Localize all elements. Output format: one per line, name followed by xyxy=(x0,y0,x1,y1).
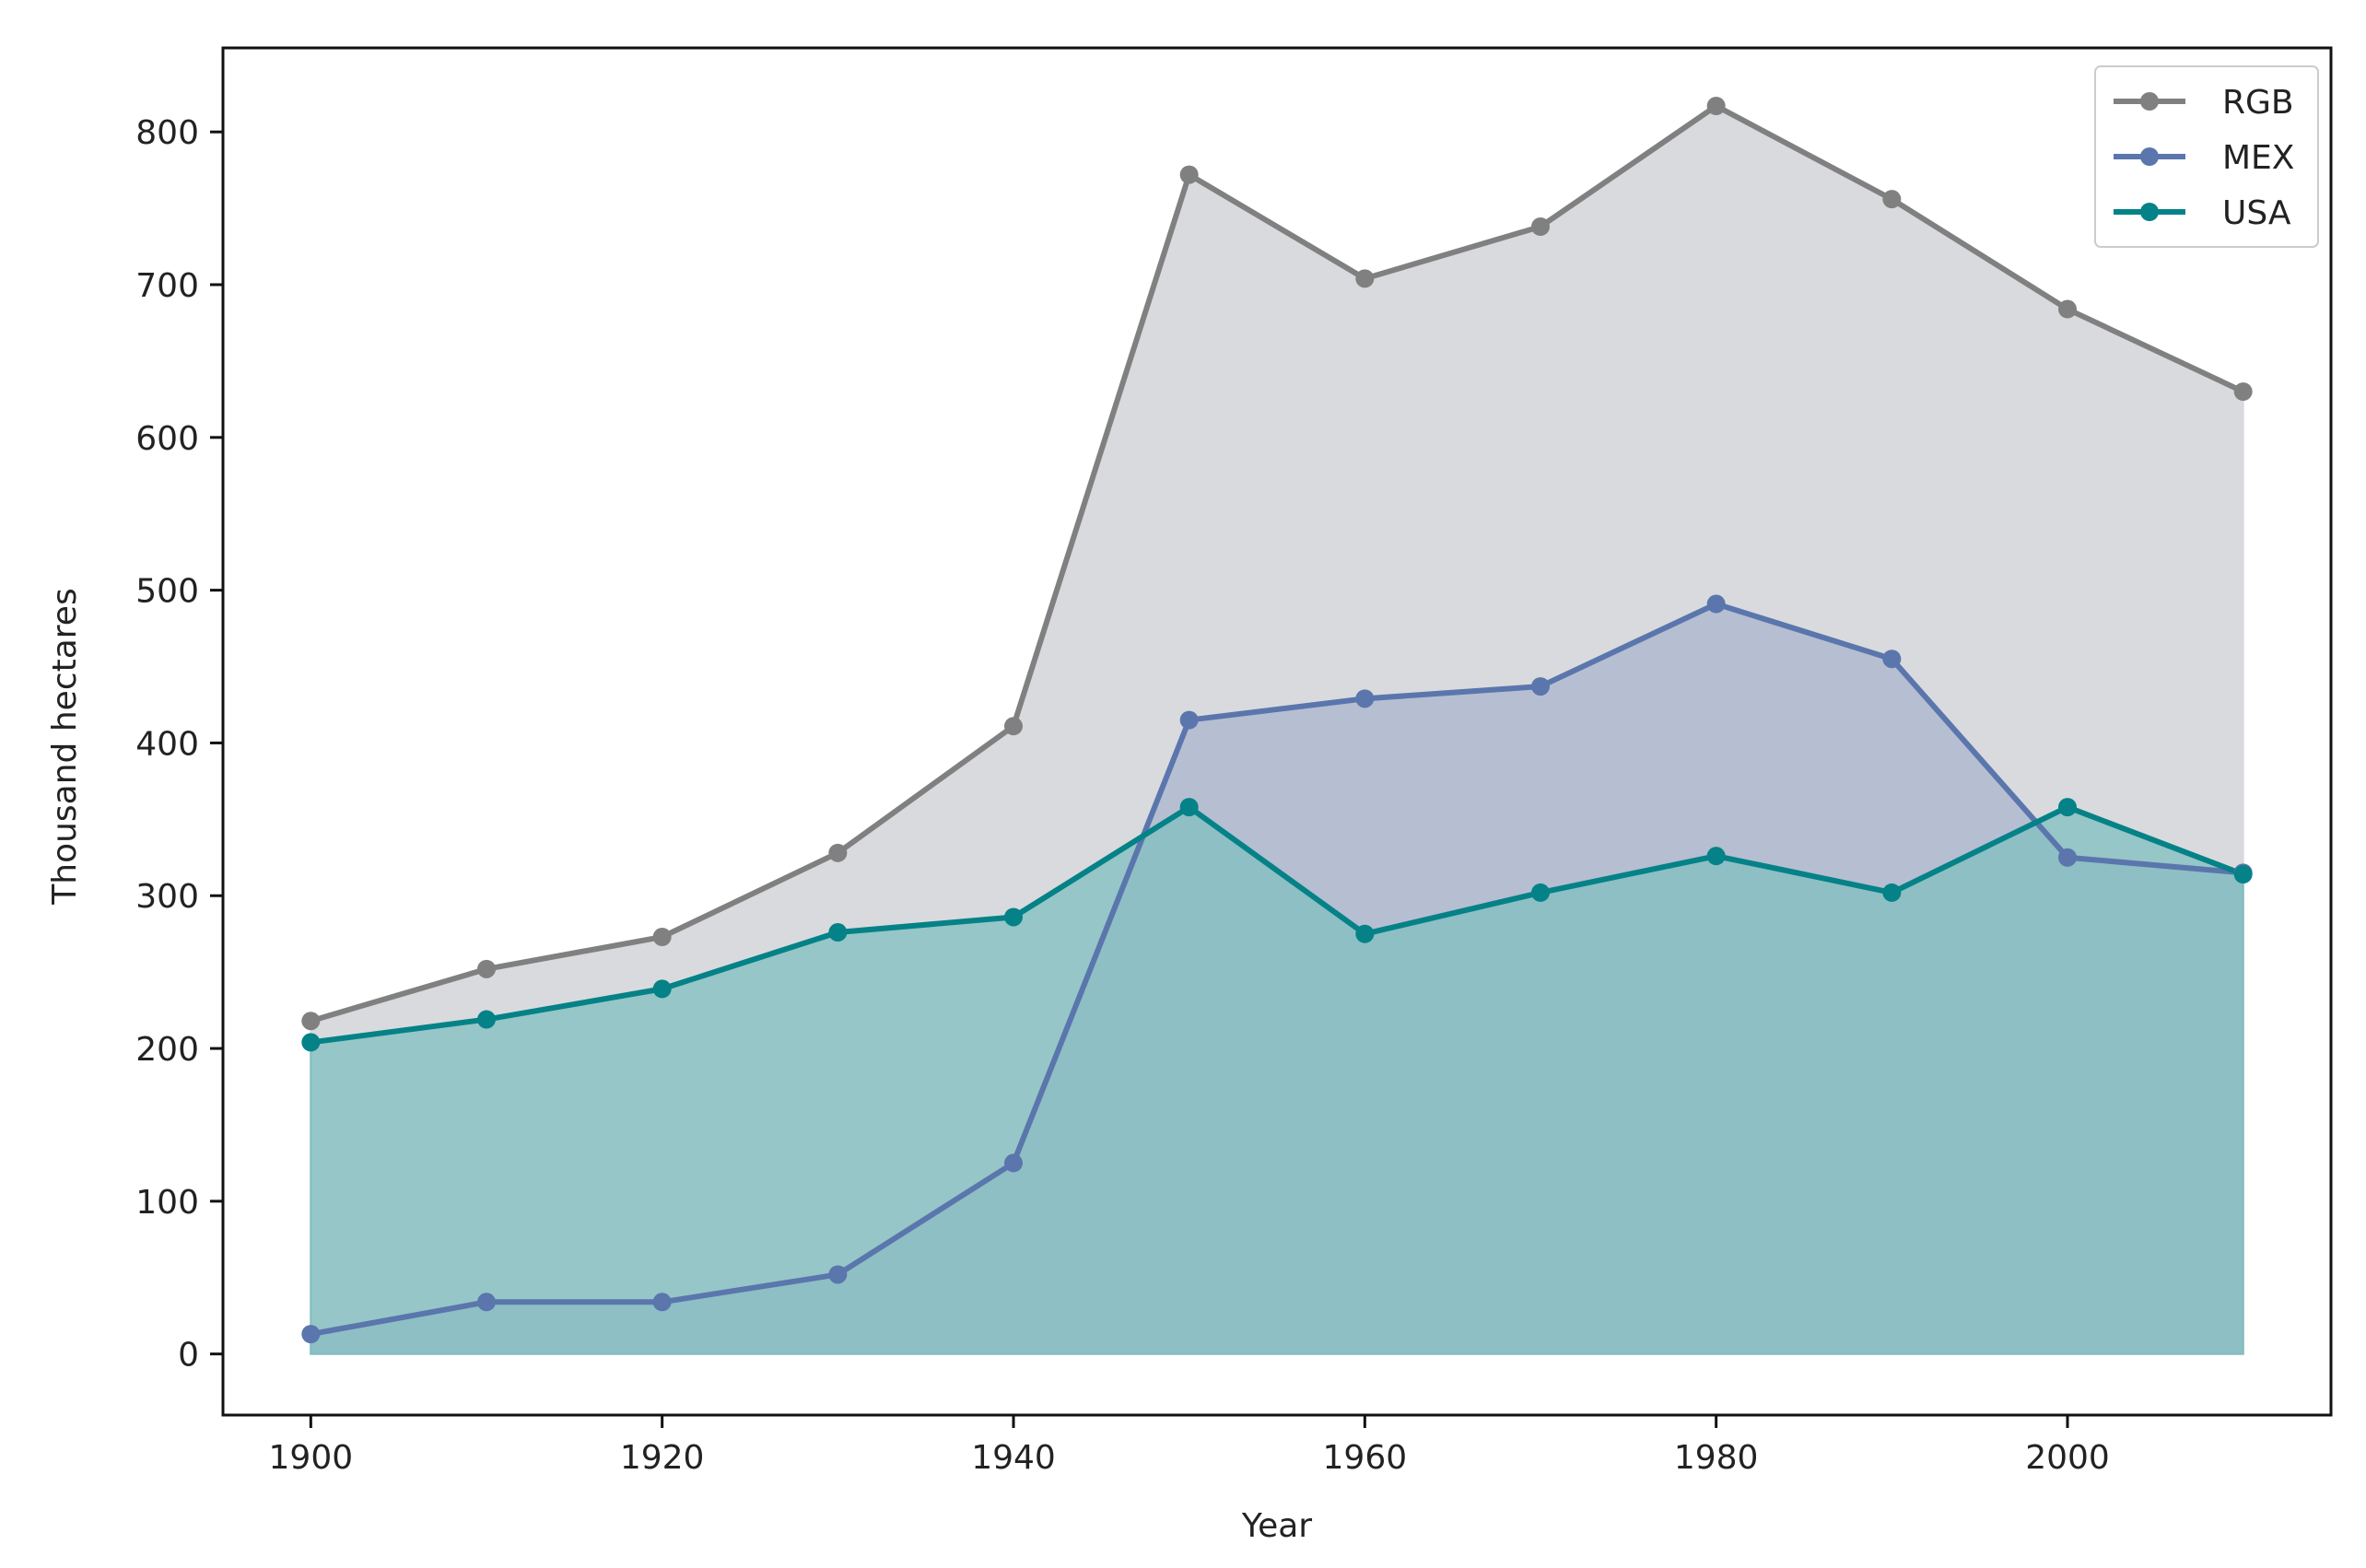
mex-point-1910 xyxy=(477,1293,496,1312)
rgb-point-1920 xyxy=(652,928,672,947)
mex-point-2000 xyxy=(2058,848,2077,867)
rgb-point-1950 xyxy=(1179,165,1199,184)
series-markers xyxy=(301,97,2253,1344)
legend-frame xyxy=(2094,65,2319,248)
series-lines xyxy=(310,103,2244,1338)
y-tick-label: 0 xyxy=(178,1337,199,1375)
rgb-point-1940 xyxy=(1004,717,1023,736)
rgb-point-1960 xyxy=(1355,269,1375,288)
y-tick-label: 600 xyxy=(135,420,199,458)
rgb-point-1990 xyxy=(1882,190,1902,209)
y-tick-label: 200 xyxy=(135,1031,199,1069)
usa-point-1950 xyxy=(1179,798,1199,817)
y-tick-label: 100 xyxy=(135,1184,199,1222)
mex-point-1940 xyxy=(1004,1153,1023,1173)
mex-point-1900 xyxy=(301,1325,321,1344)
rgb-point-1930 xyxy=(828,843,848,862)
rgb-line xyxy=(310,103,2244,1024)
legend-marker-mex xyxy=(2140,147,2159,166)
usa-point-1900 xyxy=(301,1033,321,1052)
x-tick-label: 1960 xyxy=(1323,1439,1408,1477)
y-tick-label: 500 xyxy=(135,573,199,611)
mex-point-1920 xyxy=(652,1293,672,1312)
rgb-point-1970 xyxy=(1531,216,1550,236)
rgb-point-1910 xyxy=(477,959,496,978)
mex-point-1980 xyxy=(1706,594,1726,614)
x-axis-label: Year xyxy=(1241,1507,1312,1545)
usa-point-1990 xyxy=(1882,883,1902,902)
rgb-point-1980 xyxy=(1706,97,1726,116)
rgb-point-1900 xyxy=(301,1012,321,1031)
rgb-point-2000 xyxy=(2058,299,2077,319)
usa-point-2010 xyxy=(2233,865,2253,884)
x-tick-label: 1900 xyxy=(269,1439,354,1477)
mex-point-1930 xyxy=(828,1265,848,1284)
y-tick-label: 700 xyxy=(135,267,199,305)
x-tick-label: 1920 xyxy=(620,1439,705,1477)
area-fills xyxy=(310,104,2244,1355)
plot-frame xyxy=(221,46,2333,1417)
usa-point-1970 xyxy=(1531,883,1550,902)
mex-point-1950 xyxy=(1179,710,1199,730)
x-axis-ticks: 1900 1920 1940 1960 1980 2000 xyxy=(269,1415,2110,1477)
x-tick-label: 2000 xyxy=(2025,1439,2110,1477)
y-tick-label: 300 xyxy=(135,878,199,916)
y-tick-label: 400 xyxy=(135,725,199,763)
legend: RGB MEX USA xyxy=(2094,65,2319,248)
rgb-point-2010 xyxy=(2233,382,2253,402)
mex-line xyxy=(310,601,2243,1338)
x-tick-label: 1940 xyxy=(971,1439,1056,1477)
mex-point-1970 xyxy=(1531,677,1550,696)
legend-marker-usa xyxy=(2140,203,2159,221)
usa-point-1910 xyxy=(477,1010,496,1029)
usa-point-1960 xyxy=(1355,924,1375,943)
mex-point-1990 xyxy=(1882,649,1902,669)
legend-label-usa: USA xyxy=(2222,194,2291,232)
y-axis-ticks: 0 100 200 300 400 500 600 700 800 xyxy=(135,114,223,1375)
usa-point-1930 xyxy=(828,923,848,942)
usa-line xyxy=(310,804,2244,1046)
mex-point-1960 xyxy=(1355,689,1375,708)
y-axis-label: Thousand hectares xyxy=(46,588,84,905)
legend-label-mex: MEX xyxy=(2222,139,2294,177)
x-tick-label: 1980 xyxy=(1674,1439,1759,1477)
legend-label-rgb: RGB xyxy=(2222,84,2294,122)
usa-point-1940 xyxy=(1004,907,1023,927)
usa-point-1980 xyxy=(1706,847,1726,866)
usa-point-1920 xyxy=(652,979,672,999)
y-tick-label: 800 xyxy=(135,114,199,152)
usa-point-2000 xyxy=(2058,798,2077,817)
legend-marker-rgb xyxy=(2140,92,2159,111)
